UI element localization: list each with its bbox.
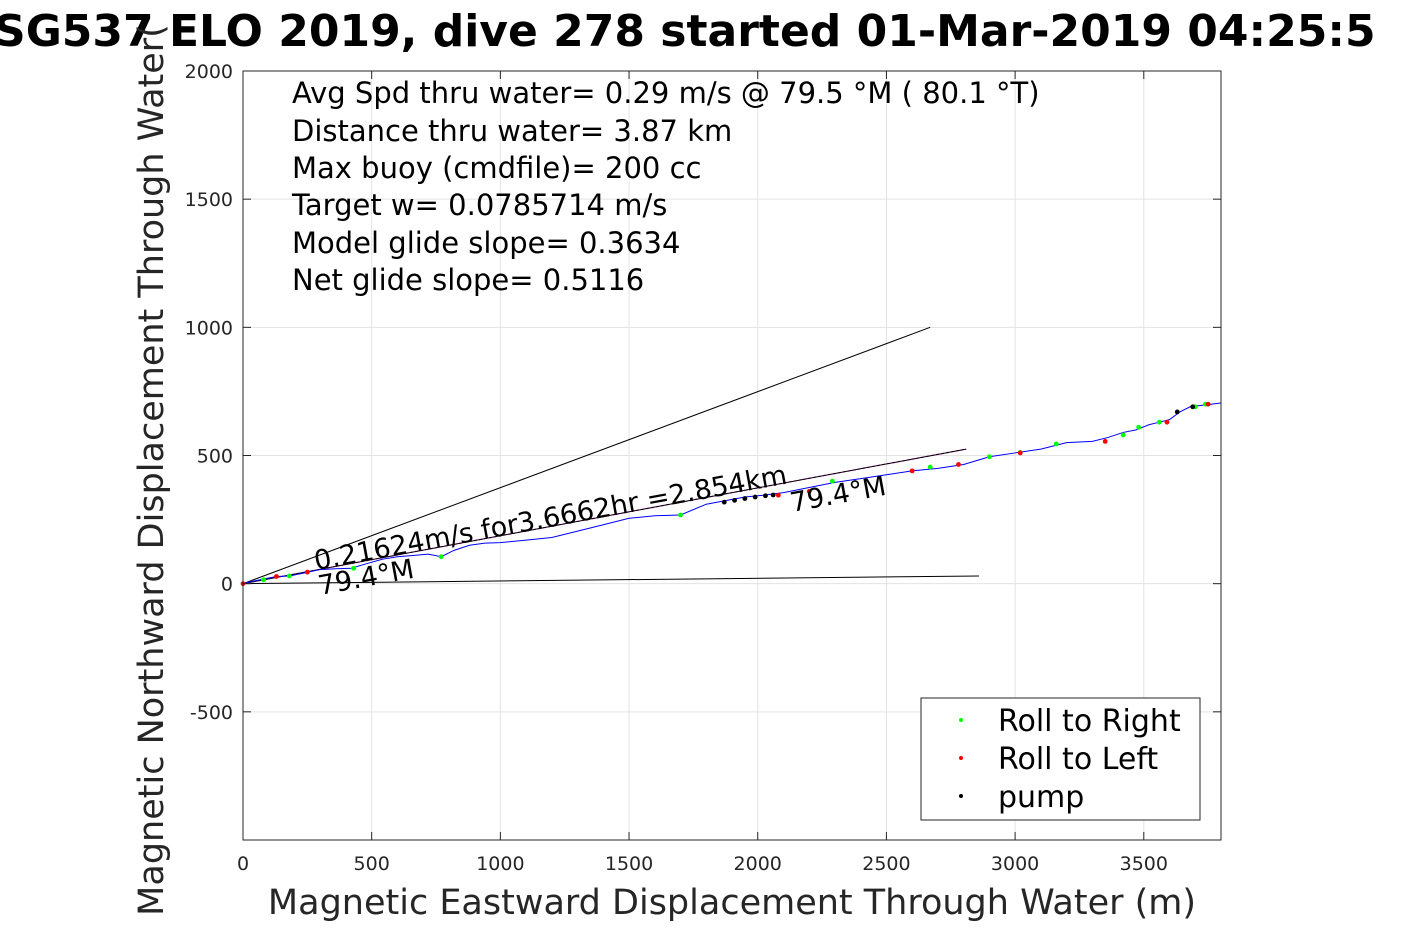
marker-roll-to-right (1156, 419, 1162, 425)
marker-roll-to-right (829, 478, 835, 484)
guide-line-3 (242, 448, 967, 585)
marker-roll-to-left (1164, 419, 1170, 425)
guide-line-1 (242, 575, 980, 585)
marker-roll-to-right (286, 573, 292, 579)
info-max-buoy: Max buoy (cmdfile)= 200 cc (292, 151, 701, 185)
legend-label-pump: pump (998, 780, 1084, 815)
plot-content (240, 326, 1222, 587)
y-tick-label: 500 (197, 446, 233, 468)
y-tick-label: 1500 (185, 189, 233, 211)
marker-pump (1190, 404, 1196, 410)
legend-marker-roll-left (959, 756, 963, 760)
marker-roll-to-left (1205, 401, 1211, 407)
track-line-0 (242, 402, 1222, 585)
marker-roll-to-right (261, 577, 266, 583)
marker-roll-to-right (927, 464, 933, 470)
info-net-glide-slope: Net glide slope= 0.5116 (292, 263, 644, 297)
x-axis-label: Magnetic Eastward Displacement Through W… (268, 883, 1196, 923)
marker-pump (721, 499, 727, 505)
y-tick-label: 1000 (185, 317, 233, 339)
marker-pump (732, 497, 737, 503)
chart-title: SG537 ELO 2019, dive 278 started 01-Mar-… (0, 6, 1376, 57)
y-tick-label: 0 (221, 574, 233, 596)
info-distance: Distance thru water= 3.87 km (292, 114, 732, 148)
x-tick-label: 0 (237, 853, 249, 875)
marker-pump (752, 494, 758, 500)
info-model-glide-slope: Model glide slope= 0.3634 (292, 226, 680, 260)
info-block: Avg Spd thru water= 0.29 m/s @ 79.5 °M (… (291, 76, 1040, 297)
y-tick-label: -500 (190, 702, 233, 724)
marker-roll-to-left (1102, 439, 1108, 444)
marker-roll-to-left (274, 574, 279, 579)
marker-pump (770, 492, 776, 498)
marker-roll-to-right (678, 512, 683, 518)
marker-roll-to-left (304, 569, 310, 575)
y-tick-label: 2000 (185, 61, 233, 83)
x-tick-label: 1500 (605, 853, 653, 875)
marker-roll-to-left (1017, 450, 1023, 456)
ticks: 0 500 1000 1500 2000 2500 3000 3500 -500 0 500 1000… (185, 61, 1221, 875)
info-target-w: Target w= 0.0785714 m/s (291, 188, 667, 222)
legend: Roll to Right Roll to Left pump (920, 697, 1201, 821)
marker-pump (1174, 409, 1180, 415)
marker-roll-to-left (806, 488, 812, 494)
x-tick-label: 2000 (734, 853, 782, 875)
marker-roll-to-left (956, 462, 961, 467)
marker-roll-to-right (1120, 432, 1126, 438)
y-axis-label: Magnetic Northward Displacement Through … (132, 24, 172, 916)
legend-box (920, 697, 1201, 821)
marker-roll-to-left (775, 492, 781, 498)
legend-label-roll-left: Roll to Left (998, 742, 1158, 777)
marker-roll-to-right (438, 554, 444, 560)
x-tick-label: 2500 (862, 853, 910, 875)
legend-marker-pump (959, 794, 963, 798)
marker-roll-to-right (351, 565, 357, 571)
marker-pump (763, 493, 768, 499)
marker-roll-to-right (1053, 441, 1059, 447)
marker-roll-to-right (1136, 424, 1142, 430)
x-tick-label: 500 (354, 853, 390, 875)
marker-roll-to-right (986, 454, 992, 460)
x-tick-label: 1000 (476, 853, 524, 875)
legend-label-roll-right: Roll to Right (998, 704, 1181, 739)
marker-roll-to-left (909, 468, 915, 474)
marker-pump (742, 496, 748, 501)
guide-line-0 (242, 326, 931, 585)
info-avg-speed: Avg Spd thru water= 0.29 m/s @ 79.5 °M (… (292, 76, 1040, 110)
x-tick-label: 3000 (991, 853, 1039, 875)
legend-marker-roll-right (959, 718, 963, 722)
x-tick-label: 3500 (1120, 853, 1168, 875)
